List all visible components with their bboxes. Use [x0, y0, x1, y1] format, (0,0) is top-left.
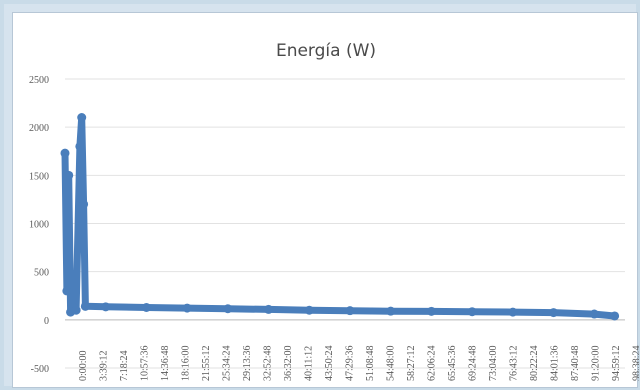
x-tick-label: 87:40:48 — [570, 345, 581, 381]
data-point — [182, 303, 192, 313]
series-line — [61, 114, 619, 320]
data-point — [345, 306, 355, 316]
x-tick-label: 62:06:24 — [427, 345, 438, 381]
x-tick-label: 58:27:12 — [406, 345, 417, 381]
data-point — [101, 302, 111, 312]
chart-title: Energía (W) — [275, 41, 377, 61]
y-tick-label: 500 — [34, 268, 49, 279]
data-point — [467, 307, 477, 317]
y-tick-label: 0 — [44, 316, 49, 327]
x-tick-label: 40:11:12 — [304, 346, 315, 381]
data-point — [60, 148, 70, 158]
x-tick-label: 51:08:48 — [365, 345, 376, 381]
x-tick-label: 98:38:24 — [632, 345, 640, 381]
data-point — [264, 304, 274, 314]
data-point — [610, 311, 620, 321]
y-tick-label: 2500 — [29, 75, 49, 86]
data-point — [75, 141, 85, 151]
data-point — [223, 304, 233, 314]
data-point — [79, 199, 89, 209]
data-point — [62, 286, 72, 296]
x-tick-label: 3:39:12 — [99, 350, 110, 381]
data-point — [508, 307, 518, 317]
data-point — [589, 309, 599, 319]
data-point — [77, 113, 87, 123]
x-tick-label: 21:55:12 — [201, 345, 212, 381]
x-tick-label: 32:52:48 — [263, 345, 274, 381]
y-tick-label: 1500 — [29, 171, 49, 182]
x-tick-label: 73:04:00 — [488, 345, 499, 381]
chart-canvas: 2500 2000 1500 1000 500 0 -500 0:00:00 3:39:12 7:… — [29, 75, 640, 381]
x-tick-label: 36:32:00 — [283, 345, 294, 381]
x-tick-label: 7:18:24 — [119, 350, 130, 381]
y-tick-label: 2000 — [29, 123, 49, 134]
x-tick-label: 18:16:00 — [181, 345, 192, 381]
data-point — [80, 301, 90, 311]
y-tick-label: -500 — [31, 364, 49, 375]
x-tick-label: 76:43:12 — [509, 345, 520, 381]
data-point — [549, 308, 559, 318]
data-point — [426, 306, 436, 316]
x-tick-label: 43:50:24 — [324, 345, 335, 381]
data-point — [386, 306, 396, 316]
x-tick-label: 84:01:36 — [550, 345, 561, 381]
x-tick-label: 29:13:36 — [242, 345, 253, 381]
x-tick-label: 80:22:24 — [529, 345, 540, 381]
chart-frame: Energía (W) 2500 2000 1500 1000 500 0 -500 0:00… — [4, 4, 640, 388]
x-tick-label: 47:29:36 — [345, 345, 356, 381]
data-point — [304, 305, 314, 315]
plot-area: Energía (W) 2500 2000 1500 1000 500 0 -500 0:00… — [12, 12, 640, 388]
data-point — [141, 303, 151, 313]
x-tick-label: 69:24:48 — [468, 345, 479, 381]
x-tick-label: 94:59:12 — [611, 345, 622, 381]
x-tick-label: 14:36:48 — [160, 345, 171, 381]
x-tick-label: 91:20:00 — [591, 345, 602, 381]
x-tick-label: 54:48:00 — [386, 345, 397, 381]
y-tick-label: 1000 — [29, 220, 49, 231]
x-tick-label: 65:45:36 — [447, 345, 458, 381]
data-point — [71, 305, 81, 315]
x-tick-label: 10:57:36 — [140, 345, 151, 381]
data-point — [64, 170, 74, 180]
x-tick-label: 25:34:24 — [222, 345, 233, 381]
x-tick-label: 0:00:00 — [78, 350, 89, 381]
